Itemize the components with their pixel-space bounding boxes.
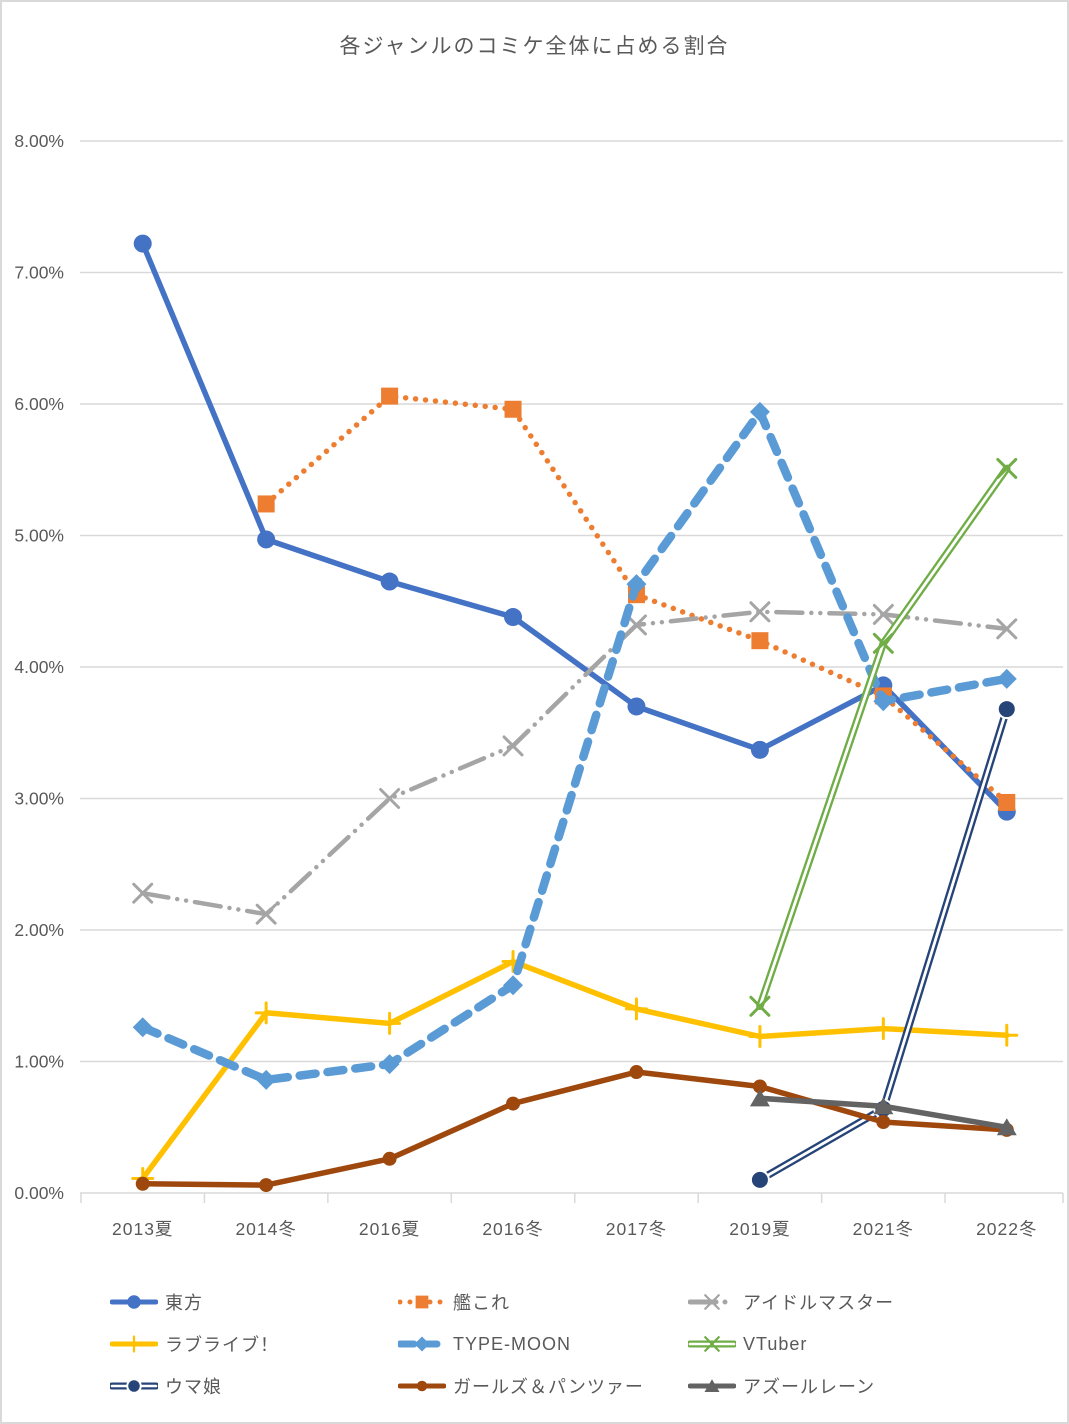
y-tick-label: 4.00%	[14, 657, 64, 677]
legend-item-azur-lane: アズールレーン	[688, 1374, 875, 1398]
legend: 東方 艦これ アイドルマスターラブライブ！ TYPE-MOON VTuber ウマ娘 ガール…	[2, 1278, 1067, 1418]
legend-label: ガールズ＆パンツァー	[453, 1377, 644, 1397]
legend-marker-azur-lane-icon	[688, 1379, 736, 1392]
legend-item-vtuber: VTuber	[688, 1332, 807, 1356]
legend-marker-umamusume-icon	[110, 1378, 158, 1394]
x-axis-labels: 2013夏 2014冬 2016夏 2016冬 2017冬 2019夏 2021冬 2022冬	[112, 1219, 1037, 1239]
legend-label: アイドルマスター	[743, 1293, 895, 1313]
series-idolmaster	[132, 601, 1018, 925]
legend-item-touhou: 東方	[110, 1290, 203, 1314]
series-garupan	[135, 1065, 1014, 1193]
legend-marker-lovelive-icon	[110, 1335, 158, 1353]
gridlines	[80, 140, 1063, 1194]
legend-label: 艦これ	[453, 1293, 510, 1313]
series-touhou	[133, 234, 1016, 821]
legend-label: VTuber	[743, 1333, 808, 1354]
legend-marker-garupan-icon	[398, 1380, 446, 1392]
x-tick-label: 2019夏	[729, 1219, 790, 1239]
legend-item-umamusume: ウマ娘	[110, 1374, 222, 1398]
legend-item-lovelive: ラブライブ！	[110, 1332, 279, 1356]
x-tick-label: 2016冬	[482, 1219, 543, 1239]
series-azur-lane	[749, 1089, 1017, 1136]
x-tick-label: 2013夏	[112, 1219, 173, 1239]
legend-marker-kancolle-icon	[398, 1295, 446, 1309]
y-tick-label: 2.00%	[14, 920, 64, 940]
series-kancolle	[257, 387, 1016, 811]
legend-item-type-moon: TYPE-MOON	[398, 1332, 571, 1356]
series-vtuber	[749, 457, 1018, 1017]
legend-item-garupan: ガールズ＆パンツァー	[398, 1374, 644, 1398]
legend-item-kancolle: 艦これ	[398, 1290, 510, 1314]
x-tick-label: 2014冬	[235, 1219, 296, 1239]
plot-area: 0.00% 1.00% 2.00% 3.00% 4.00% 5.00% 6.00% 7.00%…	[14, 131, 1064, 1239]
y-tick-label: 3.00%	[14, 789, 64, 809]
series-type-moon	[132, 401, 1017, 1090]
legend-marker-idolmaster-icon	[688, 1294, 736, 1310]
x-tick-label: 2017冬	[606, 1219, 667, 1239]
legend-marker-type-moon-icon	[398, 1336, 446, 1352]
y-tick-label: 0.00%	[14, 1183, 64, 1203]
legend-label: アズールレーン	[743, 1377, 876, 1397]
x-axis-ticks	[80, 1193, 1064, 1203]
legend-label: ラブライブ！	[165, 1335, 279, 1355]
legend-label: TYPE-MOON	[453, 1333, 572, 1354]
y-tick-label: 7.00%	[14, 263, 64, 283]
legend-marker-touhou-icon	[110, 1295, 158, 1309]
legend-marker-vtuber-icon	[688, 1336, 736, 1352]
legend-label: 東方	[165, 1293, 203, 1313]
y-tick-label: 5.00%	[14, 526, 64, 546]
y-tick-label: 8.00%	[14, 131, 64, 151]
x-tick-label: 2016夏	[359, 1219, 420, 1239]
x-tick-label: 2022冬	[976, 1219, 1037, 1239]
y-axis-labels: 0.00% 1.00% 2.00% 3.00% 4.00% 5.00% 6.00% 7.00%…	[14, 131, 64, 1203]
y-tick-label: 6.00%	[14, 394, 64, 414]
y-tick-label: 1.00%	[14, 1052, 64, 1072]
chart-title: 各ジャンルのコミケ全体に占める割合	[339, 35, 730, 58]
legend-label: ウマ娘	[165, 1377, 222, 1397]
legend-item-idolmaster: アイドルマスター	[688, 1290, 894, 1314]
series-lovelive	[131, 950, 1019, 1191]
x-tick-label: 2021冬	[853, 1219, 914, 1239]
